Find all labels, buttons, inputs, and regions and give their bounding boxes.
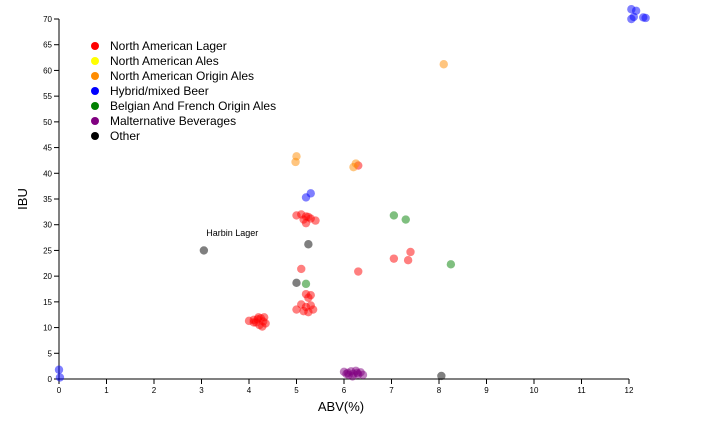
data-point — [301, 279, 311, 289]
legend-marker — [91, 102, 99, 110]
x-tick-label: 7 — [389, 386, 394, 395]
legend-label: North American Ales — [110, 54, 219, 68]
data-point — [55, 373, 65, 382]
data-point — [306, 189, 315, 198]
y-tick-label: 55 — [43, 92, 52, 101]
x-tick-label: 12 — [625, 386, 634, 395]
legend-marker — [91, 42, 99, 50]
y-tick-label: 35 — [43, 195, 52, 204]
y-tick-label: 40 — [43, 169, 52, 178]
x-tick-label: 10 — [530, 386, 539, 395]
data-point — [406, 247, 415, 257]
data-point — [291, 157, 300, 167]
y-tick-label: 15 — [43, 298, 52, 307]
legend-marker — [91, 132, 99, 140]
x-tick-label: 0 — [57, 386, 62, 395]
data-point — [353, 368, 362, 378]
annotation-label: Harbin Lager — [206, 228, 258, 238]
legend-marker — [91, 72, 99, 80]
legend-label: Hybrid/mixed Beer — [110, 84, 209, 98]
y-tick-label: 45 — [43, 144, 52, 153]
x-tick-label: 6 — [342, 386, 347, 395]
data-point — [439, 60, 448, 69]
data-point — [343, 368, 352, 378]
legend-marker — [91, 57, 99, 65]
x-tick-label: 5 — [294, 386, 299, 395]
data-point — [389, 211, 399, 220]
legend-marker — [91, 87, 99, 95]
x-tick-label: 8 — [437, 386, 442, 395]
axes: 0 1 2 3 4 5 6 7 8 9 10 11 12051015202530354045505560… — [43, 15, 634, 395]
x-axis-title: ABV(%) — [318, 399, 364, 414]
y-tick-label: 30 — [43, 221, 52, 230]
y-tick-label: 50 — [43, 118, 52, 127]
data-point — [401, 215, 410, 224]
data-point — [301, 212, 311, 221]
data-point — [292, 278, 301, 288]
legend-label: Belgian And French Origin Ales — [110, 99, 276, 113]
annotations: Harbin Lager — [206, 228, 258, 238]
data-point — [54, 365, 64, 374]
data-point — [641, 13, 650, 23]
legend-label: Other — [110, 129, 140, 143]
x-tick-label: 3 — [199, 386, 204, 395]
data-point — [249, 318, 258, 327]
x-tick-label: 4 — [247, 386, 252, 395]
data-point — [311, 216, 320, 225]
y-tick-label: 0 — [48, 375, 53, 384]
y-tick-label: 10 — [43, 324, 52, 333]
data-point — [446, 260, 456, 269]
y-tick-label: 60 — [43, 66, 52, 75]
y-tick-label: 70 — [43, 15, 52, 24]
data-point — [403, 256, 413, 265]
legend-label: North American Lager — [110, 39, 227, 53]
y-axis-title: IBU — [15, 188, 30, 210]
data-point — [261, 319, 270, 328]
y-tick-label: 5 — [48, 349, 53, 358]
data-point — [354, 267, 363, 276]
y-tick-label: 65 — [43, 41, 52, 50]
data-points — [54, 5, 650, 382]
x-tick-label: 2 — [152, 386, 157, 395]
data-point — [308, 305, 318, 314]
data-point — [351, 159, 361, 168]
y-tick-label: 25 — [43, 246, 52, 255]
x-tick-label: 1 — [104, 386, 109, 395]
data-point — [304, 293, 313, 302]
x-tick-label: 9 — [484, 386, 489, 395]
data-point — [627, 14, 636, 24]
data-point — [199, 246, 209, 255]
data-point — [389, 254, 399, 263]
x-tick-label: 11 — [577, 386, 586, 395]
data-point — [304, 240, 313, 249]
y-tick-label: 20 — [43, 272, 52, 281]
data-point — [437, 371, 446, 381]
legend-label: Malternative Beverages — [110, 114, 236, 128]
legend-label: North American Origin Ales — [110, 69, 254, 83]
legend-marker — [91, 117, 99, 125]
data-point — [297, 264, 306, 274]
